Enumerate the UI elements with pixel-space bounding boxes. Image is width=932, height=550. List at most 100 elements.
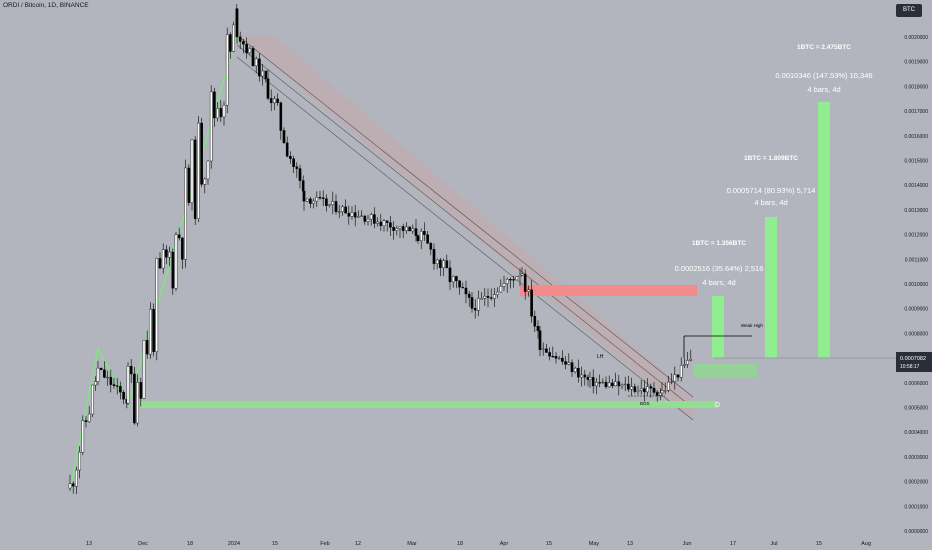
candle-body xyxy=(395,228,399,231)
candle-body xyxy=(432,249,436,264)
price-tick-label: 0.0009000 xyxy=(904,307,928,313)
candle-body xyxy=(676,374,680,378)
candle-body xyxy=(483,295,487,299)
candle-body xyxy=(289,155,292,159)
candle-body xyxy=(200,122,203,185)
candle-body xyxy=(84,420,88,422)
candle-body xyxy=(139,382,143,399)
candle-body xyxy=(366,218,370,222)
candle-body xyxy=(548,352,551,357)
candle-body xyxy=(142,339,146,399)
time-axis[interactable]: 13 Dec 18 2024 15 Feb 12 Mar 18 Apr 15 May 13 Jun 17 Ju… xyxy=(86,541,871,547)
candle-body xyxy=(155,258,159,352)
candle-body xyxy=(670,381,673,383)
candle-body xyxy=(545,348,548,353)
price-axis[interactable]: 0.0020000 0.0019000 0.0018000 0.0017000 0.00… xyxy=(903,35,929,550)
candle-body xyxy=(149,308,152,355)
candle-body xyxy=(673,374,677,382)
candle-body xyxy=(161,249,165,269)
candle-body xyxy=(292,158,295,167)
candle-body xyxy=(357,216,360,218)
candle-body xyxy=(347,212,351,217)
candle-body xyxy=(652,387,656,393)
candle-body xyxy=(158,258,162,269)
candle-body xyxy=(376,221,379,224)
candle-body xyxy=(181,237,184,260)
candle-body xyxy=(591,377,595,387)
candle-body xyxy=(392,227,395,231)
time-tick-label: 17 xyxy=(730,541,736,547)
candle-body xyxy=(464,287,468,295)
time-tick-label: Mar xyxy=(407,541,417,547)
candle-body xyxy=(261,70,264,77)
candle-body xyxy=(273,98,276,104)
candle-body xyxy=(360,215,363,217)
price-tick-label: 0.0020000 xyxy=(904,35,928,41)
candle-body xyxy=(136,382,139,424)
candle-body xyxy=(646,386,649,393)
target-3-change: 0.0010346 (147.53%) 10,346 xyxy=(775,71,872,80)
candle-body xyxy=(564,361,567,365)
candle-body xyxy=(573,367,577,373)
supply-zone xyxy=(520,285,697,296)
candle-body xyxy=(353,212,357,218)
candle-body xyxy=(96,367,100,382)
impulse-path xyxy=(69,34,238,491)
candle-body xyxy=(235,8,239,38)
candle-body xyxy=(533,316,537,327)
candle-body xyxy=(505,279,509,284)
candle-body xyxy=(595,382,598,387)
time-tick-label: 13 xyxy=(86,541,92,547)
current-price-value: 0.0007082 xyxy=(900,356,926,362)
candle-body xyxy=(435,259,439,264)
candle-body xyxy=(515,276,519,281)
candle-body xyxy=(541,348,545,350)
candle-body xyxy=(509,279,512,281)
candle-body xyxy=(557,357,561,360)
target-bar-2 xyxy=(765,217,777,358)
candle-body xyxy=(152,308,155,352)
candle-body xyxy=(305,198,309,202)
target-3-bars: 4 bars, 4d xyxy=(807,85,840,94)
currency-badge[interactable]: BTC xyxy=(896,4,922,17)
price-tick-label: 0.0014000 xyxy=(904,183,928,189)
current-price-countdown: 10:58:17 xyxy=(900,364,920,370)
candle-body xyxy=(369,214,373,220)
price-tick-label: 0.0000000 xyxy=(904,529,928,535)
price-tick-label: 0.0003000 xyxy=(904,455,928,461)
candle-body xyxy=(445,260,449,269)
candle-body xyxy=(419,231,423,242)
time-tick-label: 2024 xyxy=(228,541,240,547)
candle-body xyxy=(660,390,664,394)
candle-body xyxy=(523,273,527,292)
bos-label: BOS xyxy=(640,401,650,406)
candle-body xyxy=(344,206,347,214)
candle-body xyxy=(315,197,319,202)
lh-label: LH xyxy=(597,354,604,360)
target-2-ratio: 1BTC = 1.809BTC xyxy=(744,155,798,162)
price-tick-label: 0.0012000 xyxy=(904,233,928,239)
candle-body xyxy=(489,297,493,299)
candle-body xyxy=(298,168,302,181)
candle-body xyxy=(429,243,433,250)
candle-body xyxy=(165,249,168,258)
candle-body xyxy=(222,104,226,118)
candle-body xyxy=(126,366,130,404)
candle-body xyxy=(561,357,564,362)
candle-body xyxy=(145,339,149,355)
candle-body xyxy=(312,200,315,204)
candle-body xyxy=(580,374,583,378)
candle-body xyxy=(518,275,522,277)
candle-body xyxy=(405,226,408,231)
time-tick-label: 15 xyxy=(546,541,552,547)
price-tick-label: 0.0017000 xyxy=(904,109,928,115)
candle-body xyxy=(171,251,175,289)
candle-body xyxy=(633,386,637,392)
candle-body xyxy=(416,235,420,242)
candle-body xyxy=(258,58,261,77)
candle-body xyxy=(229,34,232,52)
candle-body xyxy=(325,198,328,206)
candle-body xyxy=(254,58,258,67)
candle-body xyxy=(426,234,429,244)
